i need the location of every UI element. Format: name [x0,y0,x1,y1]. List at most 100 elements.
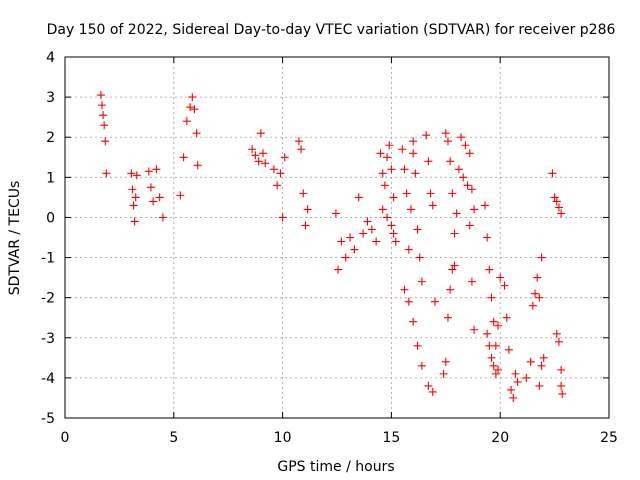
series-arc-25 [535,353,548,390]
data-point [100,121,109,130]
data-point [188,93,197,102]
chart-title: Day 150 of 2022, Sidereal Day-to-day VTE… [47,22,616,38]
data-point [533,273,542,282]
data-point [387,165,396,174]
data-point [557,381,566,390]
series-arc-23 [500,281,522,402]
x-axis-label: GPS time / hours [277,459,394,475]
data-point [426,189,435,198]
data-point [450,229,459,238]
data-point [389,229,398,238]
data-point [448,189,457,198]
series-arc-15 [422,131,439,306]
data-point [509,393,518,402]
series-arc-01 [96,91,111,178]
data-point [483,329,492,338]
data-point [101,137,110,146]
data-point [273,181,282,190]
data-point [146,183,155,192]
data-point [441,357,450,366]
data-point [452,209,461,218]
data-point [385,141,394,150]
data-point [511,369,520,378]
data-point [337,237,346,246]
data-point [430,297,439,306]
data-point [465,221,474,230]
data-point [261,159,270,168]
x-tick-label: 25 [600,430,618,446]
data-point [404,245,413,254]
data-point [383,153,392,162]
data-point [378,205,387,214]
series-arc-16 [424,381,437,396]
y-tick-labels: -5 -4 -3 -2 -1 0 1 2 3 4 [41,50,55,427]
data-point [502,313,511,322]
data-point [443,313,452,322]
data-point [297,145,306,154]
series-arc-26 [548,169,566,374]
data-point [411,169,420,178]
data-point [558,389,567,398]
data-point [443,137,452,146]
data-point [144,167,153,176]
data-point [470,205,479,214]
data-point [489,361,498,370]
series-arc-03 [144,165,167,222]
data-point [413,341,422,350]
data-point [334,265,343,274]
data-point [96,91,105,100]
y-tick-label: -2 [41,291,55,307]
series-arc-22 [483,273,505,378]
data-point [489,317,498,326]
data-point [102,169,111,178]
data-point [248,145,257,154]
data-point [400,165,409,174]
data-point [531,289,540,298]
series-arc-11 [378,205,400,246]
x-tick-label: 5 [169,430,178,446]
data-point [446,157,455,166]
data-point [500,281,509,290]
data-point [463,181,472,190]
plot-frame [64,56,610,419]
series-arc-05 [248,129,270,168]
series-arc-24 [522,253,546,382]
y-tick-label: 0 [46,210,55,226]
data-point [97,101,106,110]
x-tick-label: 20 [491,430,509,446]
series-arc-04 [176,93,202,200]
data-point [548,169,557,178]
data-point [131,193,140,202]
data-point [406,205,415,214]
y-tick-label: 4 [46,50,55,66]
data-point [428,201,437,210]
data-point [485,265,494,274]
data-point [507,385,516,394]
data-point [372,237,381,246]
y-tick-label: 3 [46,90,55,106]
data-point [454,165,463,174]
data-point [387,221,396,230]
x-tick-labels: 0 5 10 15 20 25 [61,430,618,446]
data-point [465,149,474,158]
axis-ticks [64,56,610,419]
data-point [485,341,494,350]
data-point [331,209,340,218]
data-point [128,185,137,194]
data-point [417,361,426,370]
grid-lines [65,57,609,418]
data-point [176,191,185,200]
data-point [129,201,138,210]
data-point [557,365,566,374]
series-arc-12 [398,145,418,254]
data-point [457,133,466,142]
data-point [130,217,139,226]
data-point [441,129,450,138]
data-point [149,197,158,206]
data-point [480,201,489,210]
data-point [376,149,385,158]
y-tick-label: -1 [41,251,55,267]
data-point [557,209,566,218]
data-point [303,205,312,214]
x-tick-label: 0 [61,430,70,446]
